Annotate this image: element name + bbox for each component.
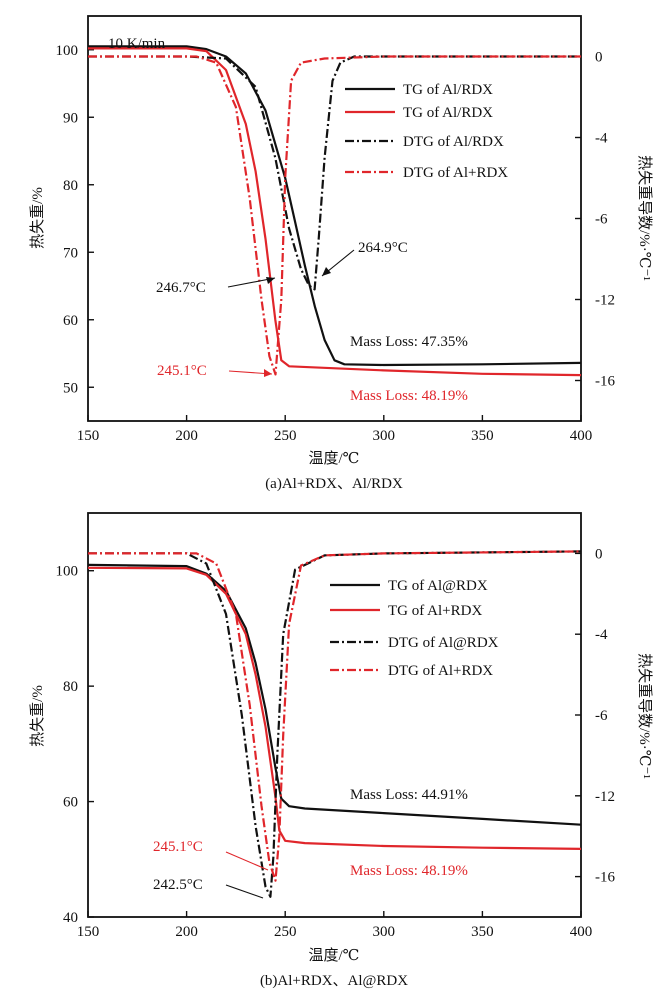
arrow-head-icon [322,267,331,276]
y2-tick-label: -16 [595,870,615,886]
legend-label: TG of Al/RDX [403,105,493,121]
y2-tick-label: -4 [595,627,608,643]
series-line-a-1 [88,47,582,377]
panel-b-y-axis-title: 热失重/% [29,685,46,747]
y-tick-label: 100 [56,43,79,59]
annotation-peak-264-9: 264.9°C [358,240,408,256]
panel-a-rate-label: 10 K/min [108,36,166,52]
x-tick-label: 250 [274,924,297,940]
panel-a: 150 200 250 300 350 400 50 60 70 80 90 100 0 -4 -6 -12 -… [29,15,653,492]
y2-tick-label: -16 [595,374,615,390]
annotation-mass-loss-red-b: Mass Loss: 48.19% [350,863,468,879]
annotation-peak-245-1-b: 245.1°C [153,839,203,855]
annotation-arrow-245-1-b [225,851,269,871]
legend-label: TG of Al+RDX [388,603,482,619]
legend-label: DTG of Al/RDX [403,134,504,150]
x-tick-label: 350 [471,924,494,940]
y-tick-label: 100 [56,564,79,580]
y2-tick-label: -6 [595,708,608,724]
annotation-mass-loss-black-b: Mass Loss: 44.91% [350,787,468,803]
x-tick-label: 300 [373,428,396,444]
panel-a-series [88,45,582,377]
panel-b-legend: TG of Al@RDX TG of Al+RDX DTG of Al@RDX … [330,578,499,679]
annotation-arrow-242-5 [225,884,264,899]
annotation-mass-loss-red: Mass Loss: 48.19% [350,388,468,404]
annotation-peak-245-1: 245.1°C [157,363,207,379]
panel-b-y2-axis-title: 热失重导数/%·℃⁻¹ [636,653,653,779]
y-tick-label: 80 [63,178,78,194]
x-tick-label: 300 [373,924,396,940]
legend-label: TG of Al/RDX [403,82,493,98]
y-tick-label: 70 [63,245,78,261]
x-tick-label: 250 [274,428,297,444]
panel-b-series [87,550,582,898]
arrow-head-icon [266,277,275,284]
legend-label: DTG of Al@RDX [388,635,499,651]
series-line-b-3 [88,550,582,882]
panel-b-x-axis-title: 温度/℃ [309,947,360,964]
x-tick-label: 400 [570,924,593,940]
y-tick-label: 60 [63,313,78,329]
panel-b-caption: (b)Al+RDX、Al@RDX [260,973,408,989]
x-tick-label: 350 [471,428,494,444]
annotation-peak-242-5: 242.5°C [153,877,203,893]
annotation-mass-loss-black: Mass Loss: 47.35% [350,334,468,350]
y-tick-label: 90 [63,110,78,126]
y-tick-label: 80 [63,679,78,695]
panel-b-ticks: 150 200 250 300 350 400 40 60 80 100 0 -4 -6 -12 -16 [56,546,616,940]
y2-tick-label: -12 [595,293,615,309]
y-tick-label: 60 [63,795,78,811]
y-tick-label: 50 [63,380,78,396]
y2-tick-label: 0 [595,50,603,66]
series-line-b-0 [87,563,582,826]
panel-b: 150 200 250 300 350 400 40 60 80 100 0 -4 -6 -12 -16 T… [29,512,653,989]
series-line-a-3 [88,55,581,376]
y2-tick-label: -12 [595,789,615,805]
x-tick-label: 200 [175,924,198,940]
y2-tick-label: -6 [595,212,608,228]
panel-a-x-axis-title: 温度/℃ [309,450,360,467]
panel-b-frame [87,512,582,918]
legend-label: TG of Al@RDX [388,578,488,594]
arrow-head-icon [264,369,272,377]
series-line-b-1 [87,566,582,850]
y-tick-label: 40 [63,910,78,926]
panel-a-y-axis-title: 热失重/% [29,187,46,249]
panel-a-ticks: 150 200 250 300 350 400 50 60 70 80 90 100 0 -4 -6 -12 -… [56,43,616,444]
panel-a-caption: (a)Al+RDX、Al/RDX [265,476,403,492]
x-tick-label: 150 [77,924,100,940]
x-tick-label: 150 [77,428,100,444]
annotation-peak-246-7: 246.7°C [156,280,206,296]
legend-label: DTG of Al+RDX [403,165,508,181]
series-line-a-0 [88,45,582,367]
x-tick-label: 200 [175,428,198,444]
series-line-a-2 [88,55,581,291]
panel-a-legend: TG of Al/RDX TG of Al/RDX DTG of Al/RDX … [345,82,508,181]
y2-tick-label: -4 [595,131,608,147]
legend-label: DTG of Al+RDX [388,663,493,679]
y2-tick-label: 0 [595,546,603,562]
panel-a-y2-axis-title: 热失重导数/%·℃⁻¹ [636,155,653,281]
x-tick-label: 400 [570,428,593,444]
